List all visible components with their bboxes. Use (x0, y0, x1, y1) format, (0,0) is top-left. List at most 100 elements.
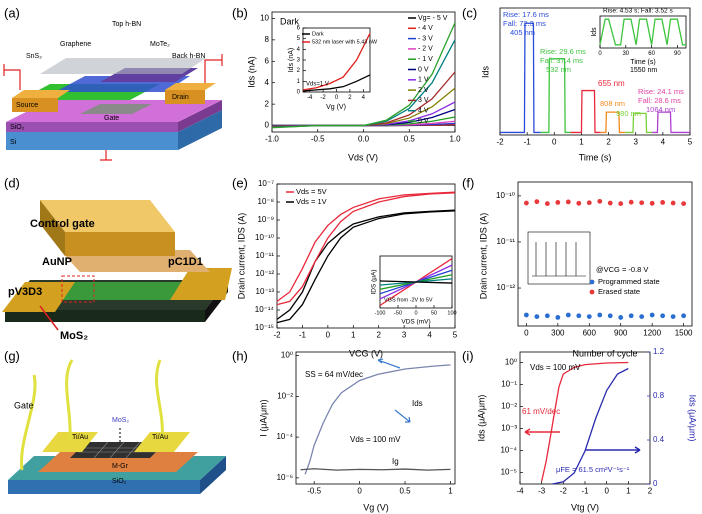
diagram-label: Drain (172, 94, 189, 101)
x-tick-label: 2 (376, 330, 381, 339)
y-axis-label: Ids (nA) (288, 48, 295, 73)
panel-label: (d) (4, 175, 20, 190)
diagram-label: Ti/Au (72, 434, 88, 441)
y-axis-label: Ids (591, 27, 598, 37)
data-point (681, 313, 687, 319)
y2-axis-label: Ids (μA/μm) (688, 395, 698, 442)
x-tick-label: 1.0 (449, 134, 461, 143)
data-point (660, 200, 666, 205)
x-tick-label: -0.5 (311, 134, 325, 143)
legend-label: 1 V (418, 77, 429, 84)
x-tick-label: 0.5 (404, 134, 416, 143)
y-tick-label: 10⁻² (501, 402, 517, 411)
annotation: Ids (412, 399, 423, 408)
y-tick-label: 4 (297, 47, 301, 53)
data-line (276, 209, 456, 320)
chart: -4 -2 0 2 4 0 1 2 3 4 5 6 Vg (V) Ids (nA) Dark 532 nm l… (288, 26, 378, 111)
x-tick-label: 0 (414, 310, 417, 316)
y-tick-label: 10⁻¹³ (256, 287, 275, 296)
y-tick-label: 2 (265, 99, 270, 108)
chart: 0 300 600 900 1200 1500 10⁻¹² 10⁻¹¹ 10⁻¹⁰ Number … (478, 181, 693, 358)
x-tick-label: 60 (648, 51, 655, 57)
annotation: Ig (392, 457, 399, 466)
data-point (618, 315, 624, 320)
device-g (8, 359, 226, 494)
x-tick-label: 2 (348, 95, 352, 101)
x-tick-label: -2 (560, 486, 568, 495)
data-point (649, 312, 655, 318)
diagram-label: Ti/Au (152, 434, 168, 441)
y2-tick-label: 0 (653, 479, 658, 488)
diagram-label: Back h-BN (172, 53, 205, 60)
data-point (681, 201, 687, 206)
legend-label: Erased state (598, 287, 640, 296)
data-point (639, 200, 645, 206)
plot-frame (599, 15, 687, 49)
y-tick-label: 10⁻¹¹ (256, 251, 275, 260)
data-line (652, 111, 690, 134)
chart: -100 -50 0 50 100 VDS (mV) IDS (μA) VGS from -2… (371, 255, 457, 326)
data-point (534, 314, 540, 319)
annotation: @VCG = -0.8 V (596, 265, 648, 274)
panel-label: (h) (232, 348, 248, 363)
x-tick-label: -1 (581, 486, 589, 495)
diagram-label: MoTe₂ (150, 41, 170, 48)
x-tick-label: 0 (552, 137, 557, 146)
data-line (599, 18, 686, 46)
data-point (660, 313, 666, 319)
y-tick-label: 10⁻¹⁵ (255, 323, 274, 332)
chart: -2 -1 0 1 2 3 4 5 10⁻¹⁵ 10⁻¹⁴ 10⁻¹³ 10⁻¹² 10⁻¹¹ 10⁻¹⁰… (236, 179, 457, 358)
data-point (607, 200, 613, 206)
data-point (576, 200, 582, 206)
x-axis-label: Vds (V) (348, 152, 378, 162)
y-tick-label: 10⁻⁹ (257, 215, 274, 224)
chart: -4 -3 -2 -1 0 1 2 10⁻⁵ 10⁻⁴ 10⁻³ 10⁻² 10⁻¹ 10⁰ 0 0.4 0.… (476, 347, 697, 512)
panel-label: (b) (232, 5, 248, 20)
legend-label: Dark (312, 31, 324, 37)
x-tick-label: 300 (551, 328, 565, 337)
annotation: Rise: 17.6 ms (503, 10, 549, 19)
y-tick-label: 0 (265, 121, 270, 130)
y-tick-label: 10 (260, 14, 269, 23)
chart: 0 30 60 90 Time (s) Ids Rise: 4.53 s; Fall: 3.… (591, 8, 687, 74)
data-point (670, 200, 676, 206)
diagram-label: pV3D3 (8, 286, 42, 298)
y-axis-label: Drain current, IDS (A) (236, 213, 246, 300)
data-point (565, 199, 571, 205)
annotation: Fall: 28.6 ms (638, 96, 681, 105)
device-a (3, 54, 223, 161)
legend-label: 0 V (418, 66, 429, 73)
decoration (377, 231, 641, 454)
data-line (379, 280, 453, 284)
annotation: 532 nm (546, 65, 571, 74)
x-tick-label: 0 (598, 51, 602, 57)
y-tick-label: 10⁰ (281, 351, 293, 360)
x-tick-label: -2 (496, 137, 504, 146)
x-tick-label: 100 (447, 310, 456, 316)
legend-marker (589, 279, 595, 285)
y-tick-label: 10⁻¹⁴ (255, 305, 275, 314)
diagram-label: AuNP (42, 256, 72, 268)
data-point (523, 312, 529, 318)
data-point (628, 199, 634, 205)
y-tick-label: 10⁻⁷ (258, 179, 274, 188)
annotation: Vds=1 V (306, 82, 329, 88)
data-line (276, 210, 456, 324)
x-axis-label: Vtg (V) (571, 502, 599, 512)
y-tick-label: 10⁻¹ (501, 380, 517, 389)
annotation: 405 nm (510, 28, 535, 37)
y-tick-label: 10⁻¹² (497, 283, 516, 292)
inset-background (600, 16, 686, 48)
panel-label: (c) (462, 5, 477, 20)
y-axis-label: I (μA/μm) (258, 399, 268, 436)
diagram-label: Graphene (60, 41, 91, 48)
y-tick-label: 10⁻² (277, 391, 293, 400)
diagram-label: SiO₂ (112, 478, 127, 485)
data-point (628, 313, 634, 319)
data-line (570, 89, 601, 134)
data-point (586, 200, 592, 206)
diagram-label: Top h-BN (112, 21, 141, 28)
legend-label: 5 V (418, 118, 429, 125)
data-line (600, 111, 625, 134)
